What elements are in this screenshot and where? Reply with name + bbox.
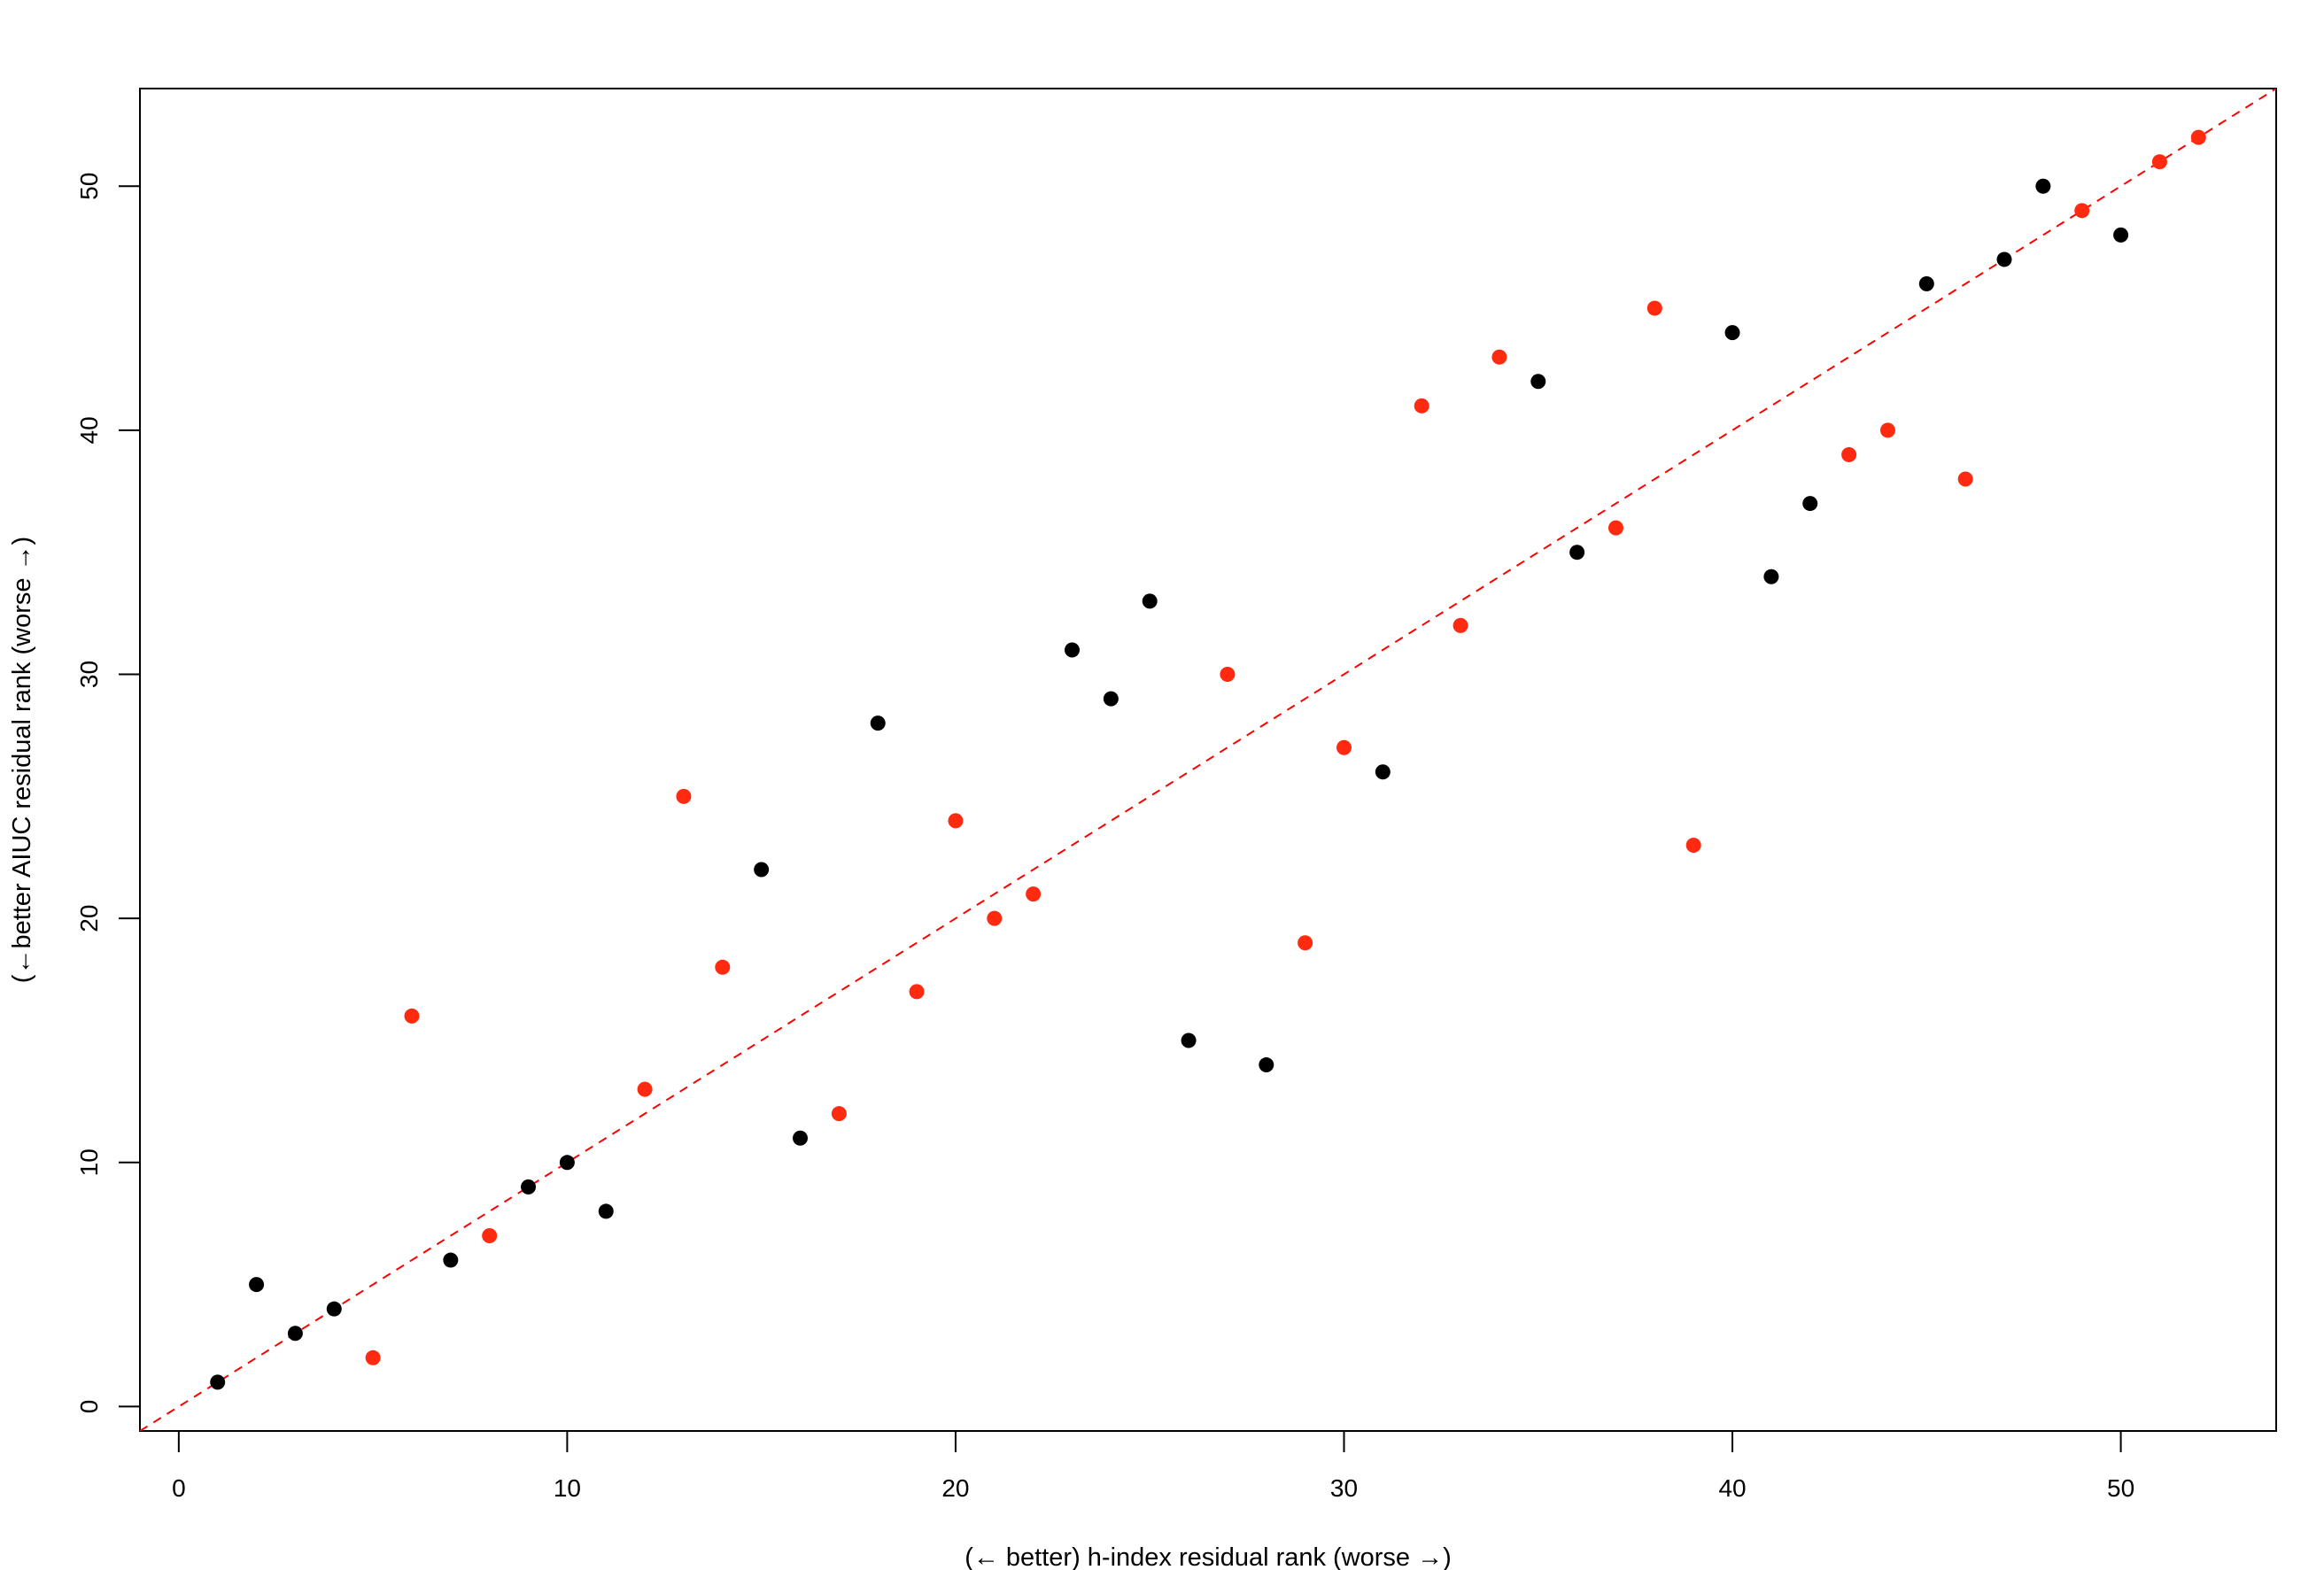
point-black xyxy=(210,1374,226,1390)
point-red xyxy=(1414,398,1429,414)
point-black xyxy=(326,1301,342,1317)
point-black xyxy=(1259,1057,1274,1073)
reference-line-group xyxy=(140,89,2276,1431)
x-tick-label: 10 xyxy=(554,1474,581,1502)
x-tick-label: 40 xyxy=(1718,1474,1746,1502)
point-red xyxy=(637,1081,653,1097)
point-red xyxy=(676,788,692,804)
point-black xyxy=(870,715,886,731)
x-axis: 0 10 20 30 40 50 xyxy=(172,1430,2134,1502)
point-red xyxy=(1336,739,1352,755)
point-black xyxy=(1763,568,1779,584)
point-black xyxy=(1181,1032,1197,1048)
y-tick-label: 30 xyxy=(75,661,103,688)
point-red xyxy=(1607,520,1623,536)
point-red xyxy=(1026,886,1042,902)
point-black xyxy=(287,1326,303,1342)
point-red xyxy=(1646,300,1662,316)
y-tick-label: 50 xyxy=(75,173,103,200)
point-black xyxy=(1142,593,1158,609)
point-red xyxy=(404,1008,420,1024)
point-black xyxy=(1724,325,1740,341)
point-red xyxy=(2074,203,2090,219)
point-black xyxy=(2035,178,2051,194)
point-black xyxy=(2113,227,2129,243)
point-red xyxy=(948,813,964,829)
point-black xyxy=(559,1155,575,1171)
y-tick-label: 40 xyxy=(75,416,103,444)
point-black xyxy=(1918,276,1934,292)
point-red xyxy=(831,1106,847,1122)
point-red xyxy=(365,1350,381,1365)
point-black xyxy=(754,862,770,878)
point-black xyxy=(1996,251,2012,267)
point-red xyxy=(1298,935,1313,951)
point-red xyxy=(2151,154,2167,170)
point-black xyxy=(598,1203,614,1219)
point-red xyxy=(1841,446,1857,462)
point-red xyxy=(909,984,925,1000)
point-red xyxy=(1452,617,1468,633)
y-axis-label: (←better AIUC residual rank (worse →) xyxy=(8,537,36,983)
point-red xyxy=(1220,667,1236,683)
point-black xyxy=(521,1179,537,1195)
x-axis-label: (← better) h-index residual rank (worse … xyxy=(964,1543,1452,1570)
x-tick-label: 30 xyxy=(1330,1474,1358,1502)
point-black xyxy=(1530,374,1546,390)
point-red xyxy=(1685,837,1701,853)
point-red xyxy=(715,959,731,975)
point-red xyxy=(1491,349,1507,365)
point-black xyxy=(1375,764,1391,780)
y-axis: 0 10 20 30 40 50 xyxy=(75,173,141,1414)
point-black xyxy=(1103,691,1119,707)
point-black xyxy=(1802,496,1818,512)
point-red xyxy=(1957,471,1973,487)
x-tick-label: 20 xyxy=(941,1474,969,1502)
point-black xyxy=(249,1277,265,1293)
point-black xyxy=(1569,545,1585,561)
x-tick-label: 0 xyxy=(172,1474,186,1502)
point-red xyxy=(1879,422,1895,438)
y-tick-label: 0 xyxy=(75,1400,103,1414)
data-points xyxy=(210,129,2206,1390)
y-tick-label: 10 xyxy=(75,1148,103,1176)
point-black xyxy=(443,1252,459,1268)
reference-line xyxy=(140,89,2276,1431)
point-red xyxy=(2190,129,2206,145)
y-tick-label: 20 xyxy=(75,905,103,932)
point-black xyxy=(793,1130,809,1146)
point-red xyxy=(482,1227,498,1243)
point-black xyxy=(1065,642,1081,658)
x-tick-label: 50 xyxy=(2107,1474,2134,1502)
point-red xyxy=(987,910,1003,926)
